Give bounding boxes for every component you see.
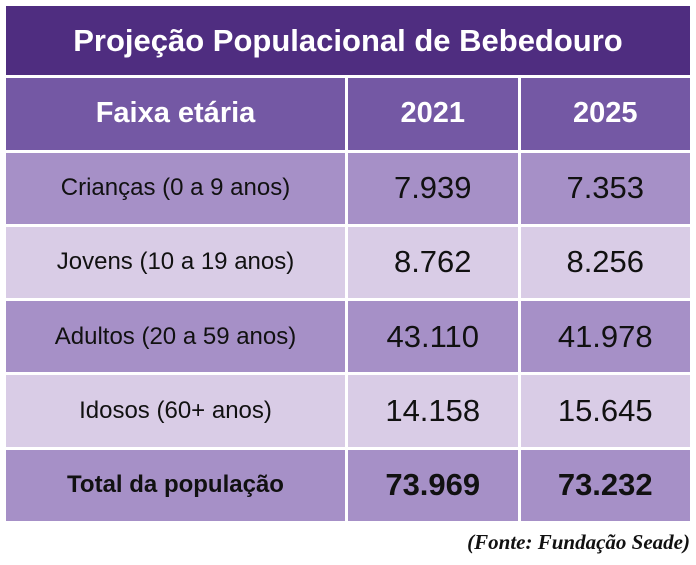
source-caption: (Fonte: Fundação Seade) <box>467 530 690 554</box>
row-label: Idosos (60+ anos) <box>6 375 345 447</box>
column-header-2021: 2021 <box>348 78 518 150</box>
column-header-2025: 2025 <box>520 78 690 150</box>
header-row: Faixa etária 2021 2025 <box>6 78 690 150</box>
title-row: Projeção Populacional de Bebedouro <box>6 6 690 76</box>
total-2025: 73.232 <box>520 449 690 521</box>
data-table: Projeção Populacional de Bebedouro Faixa… <box>3 3 693 524</box>
total-label: Total da população <box>6 449 345 521</box>
total-2021: 73.969 <box>348 449 518 521</box>
table-row: Crianças (0 a 9 anos) 7.939 7.353 <box>6 152 690 224</box>
table-row: Adultos (20 a 59 anos) 43.110 41.978 <box>6 301 690 373</box>
value-2025: 15.645 <box>520 375 690 447</box>
table-row: Jovens (10 a 19 anos) 8.762 8.256 <box>6 226 690 299</box>
row-label: Crianças (0 a 9 anos) <box>6 152 345 224</box>
column-header-age-group: Faixa etária <box>6 78 345 150</box>
total-row: Total da população 73.969 73.232 <box>6 449 690 521</box>
value-2025: 7.353 <box>520 152 690 224</box>
table-row: Idosos (60+ anos) 14.158 15.645 <box>6 375 690 447</box>
value-2025: 8.256 <box>520 226 690 299</box>
value-2021: 14.158 <box>348 375 518 447</box>
row-label: Adultos (20 a 59 anos) <box>6 301 345 373</box>
table-title: Projeção Populacional de Bebedouro <box>6 6 690 76</box>
value-2021: 43.110 <box>348 301 518 373</box>
value-2025: 41.978 <box>520 301 690 373</box>
value-2021: 8.762 <box>348 226 518 299</box>
value-2021: 7.939 <box>348 152 518 224</box>
population-projection-table: Projeção Populacional de Bebedouro Faixa… <box>3 3 693 524</box>
row-label: Jovens (10 a 19 anos) <box>6 226 345 299</box>
